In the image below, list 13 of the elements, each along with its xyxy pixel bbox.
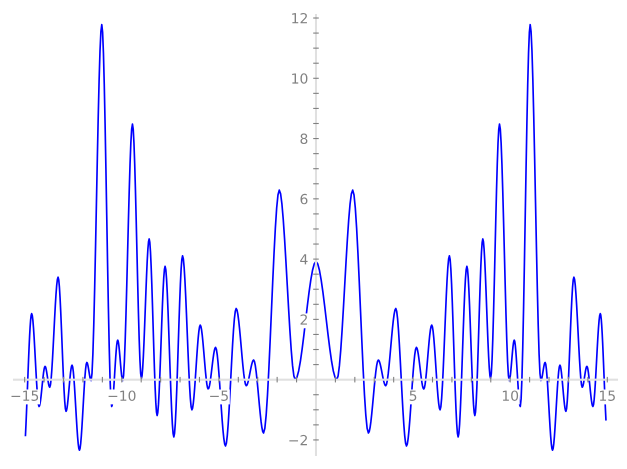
y-tick-label: 2 — [300, 314, 307, 325]
x-tick-label: −5 — [210, 390, 228, 401]
y-tick-label: 8 — [300, 134, 308, 144]
y-tick-label: 12 — [292, 12, 307, 24]
x-tick-label: 15 — [600, 390, 615, 401]
y-tick-label: 4 — [300, 254, 308, 264]
x-tick-label: −15 — [11, 390, 38, 401]
y-tick-label: 6 — [300, 194, 308, 204]
x-tick-label: −10 — [108, 390, 136, 401]
x-tick-label: 5 — [410, 390, 416, 401]
y-tick-label: −2 — [289, 434, 307, 446]
y-tick-label: 10 — [292, 73, 308, 84]
x-tick-label: 10 — [502, 390, 518, 401]
